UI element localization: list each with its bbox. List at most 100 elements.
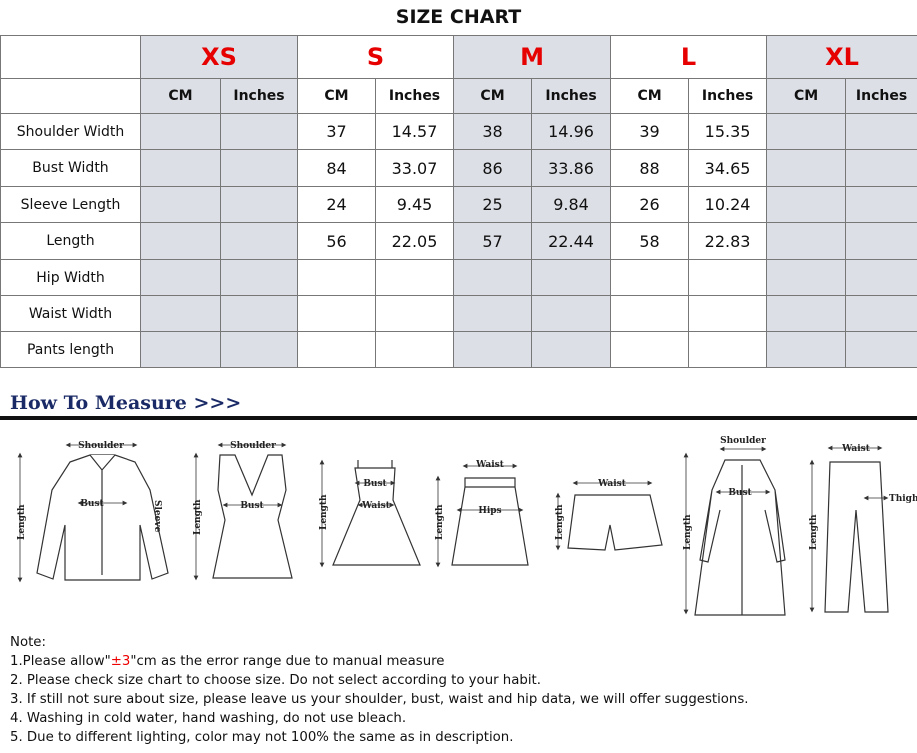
row-label: Waist Width xyxy=(0,295,141,332)
cell: 84 xyxy=(297,149,377,187)
cell xyxy=(219,186,299,223)
label: Waist xyxy=(597,479,627,489)
cell: 33.07 xyxy=(375,149,455,187)
cell xyxy=(766,113,847,150)
cell xyxy=(688,259,768,296)
cell xyxy=(140,113,221,150)
unit-header: Inches xyxy=(688,78,768,114)
cell: 24 xyxy=(297,186,377,223)
cell: 34.65 xyxy=(688,149,768,187)
pants xyxy=(809,445,889,613)
cell xyxy=(610,259,690,296)
size-header: XL xyxy=(766,35,917,79)
cell xyxy=(219,331,299,368)
cell: 56 xyxy=(297,222,377,260)
cell: 22.83 xyxy=(688,222,768,260)
cell: 33.86 xyxy=(531,149,612,187)
unit-header: Inches xyxy=(531,78,612,114)
cell xyxy=(845,222,917,260)
cell xyxy=(140,222,221,260)
coat xyxy=(683,446,786,616)
cell: 26 xyxy=(610,186,690,223)
shirt xyxy=(17,442,169,583)
note-heading: Note: xyxy=(10,635,46,650)
corner-cell xyxy=(0,35,141,79)
cell xyxy=(453,331,533,368)
tank xyxy=(193,442,293,581)
cell xyxy=(375,259,455,296)
cell: 37 xyxy=(297,113,377,150)
label: Bust xyxy=(728,488,752,498)
cell: 58 xyxy=(610,222,690,260)
cell xyxy=(845,295,917,332)
cell: 9.45 xyxy=(375,186,455,223)
label: Length xyxy=(555,504,565,540)
cell: 14.57 xyxy=(375,113,455,150)
size-header: S xyxy=(297,35,455,79)
note: 2. Please check size chart to choose siz… xyxy=(10,673,541,688)
cell xyxy=(531,331,612,368)
label: Waist xyxy=(475,460,505,470)
cell xyxy=(610,331,690,368)
measure-illustrations: Shoulder Bust Sleeve Length Shoulder Bus… xyxy=(17,436,917,616)
notes: Note: 1.Please allow"±3"cm as the error … xyxy=(10,633,749,747)
label: Length xyxy=(319,494,329,530)
cell xyxy=(453,295,533,332)
cell xyxy=(140,259,221,296)
cell xyxy=(766,331,847,368)
cell xyxy=(531,259,612,296)
cell xyxy=(766,259,847,296)
label: Bust xyxy=(240,501,264,511)
label: Waist xyxy=(361,501,391,511)
cell: 25 xyxy=(453,186,533,223)
label: Length xyxy=(683,514,693,550)
label: Length xyxy=(193,499,203,535)
shorts xyxy=(555,480,663,551)
cell: 9.84 xyxy=(531,186,612,223)
cell: 22.44 xyxy=(531,222,612,260)
cell xyxy=(297,295,377,332)
note: 5. Due to different lighting, color may … xyxy=(10,730,514,745)
label: Hips xyxy=(478,506,501,516)
unit-header: Inches xyxy=(845,78,917,114)
label: Shoulder xyxy=(230,441,276,451)
cell xyxy=(297,331,377,368)
cell: 86 xyxy=(453,149,533,187)
cell xyxy=(531,295,612,332)
size-header: M xyxy=(453,35,612,79)
label: Shoulder xyxy=(78,441,124,451)
cell xyxy=(297,259,377,296)
cell xyxy=(845,113,917,150)
size-table: XS S M L XL CM Inches CM Inches CM Inches CM Inches C… xyxy=(0,35,917,368)
cell xyxy=(845,149,917,187)
cell: 14.96 xyxy=(531,113,612,150)
cell xyxy=(219,295,299,332)
cell xyxy=(219,259,299,296)
unit-header: Inches xyxy=(219,78,299,114)
cell xyxy=(453,259,533,296)
note: 4. Washing in cold water, hand washing, … xyxy=(10,711,407,726)
note: 1.Please allow"±3"cm as the error range … xyxy=(10,652,749,671)
size-header: XS xyxy=(139,35,299,79)
cell xyxy=(845,186,917,223)
note: 3. If still not sure about size, please … xyxy=(10,692,749,707)
label: Shoulder xyxy=(720,436,766,446)
note-text: 1.Please allow" xyxy=(10,654,111,669)
cell: 22.05 xyxy=(375,222,455,260)
label: Length xyxy=(809,514,819,550)
cell xyxy=(610,295,690,332)
size-header: L xyxy=(610,35,768,79)
cell xyxy=(375,295,455,332)
row-label: Shoulder Width xyxy=(0,113,141,150)
label: Thigh xyxy=(889,494,917,504)
label: Waist xyxy=(841,444,871,454)
cell: 39 xyxy=(610,113,690,150)
note-highlight: ±3 xyxy=(110,654,131,669)
cell xyxy=(845,259,917,296)
unit-header: CM xyxy=(766,78,847,114)
cell: 38 xyxy=(453,113,533,150)
corner-cell xyxy=(0,78,141,114)
label: Bust xyxy=(363,479,387,489)
row-label: Sleeve Length xyxy=(0,186,141,223)
